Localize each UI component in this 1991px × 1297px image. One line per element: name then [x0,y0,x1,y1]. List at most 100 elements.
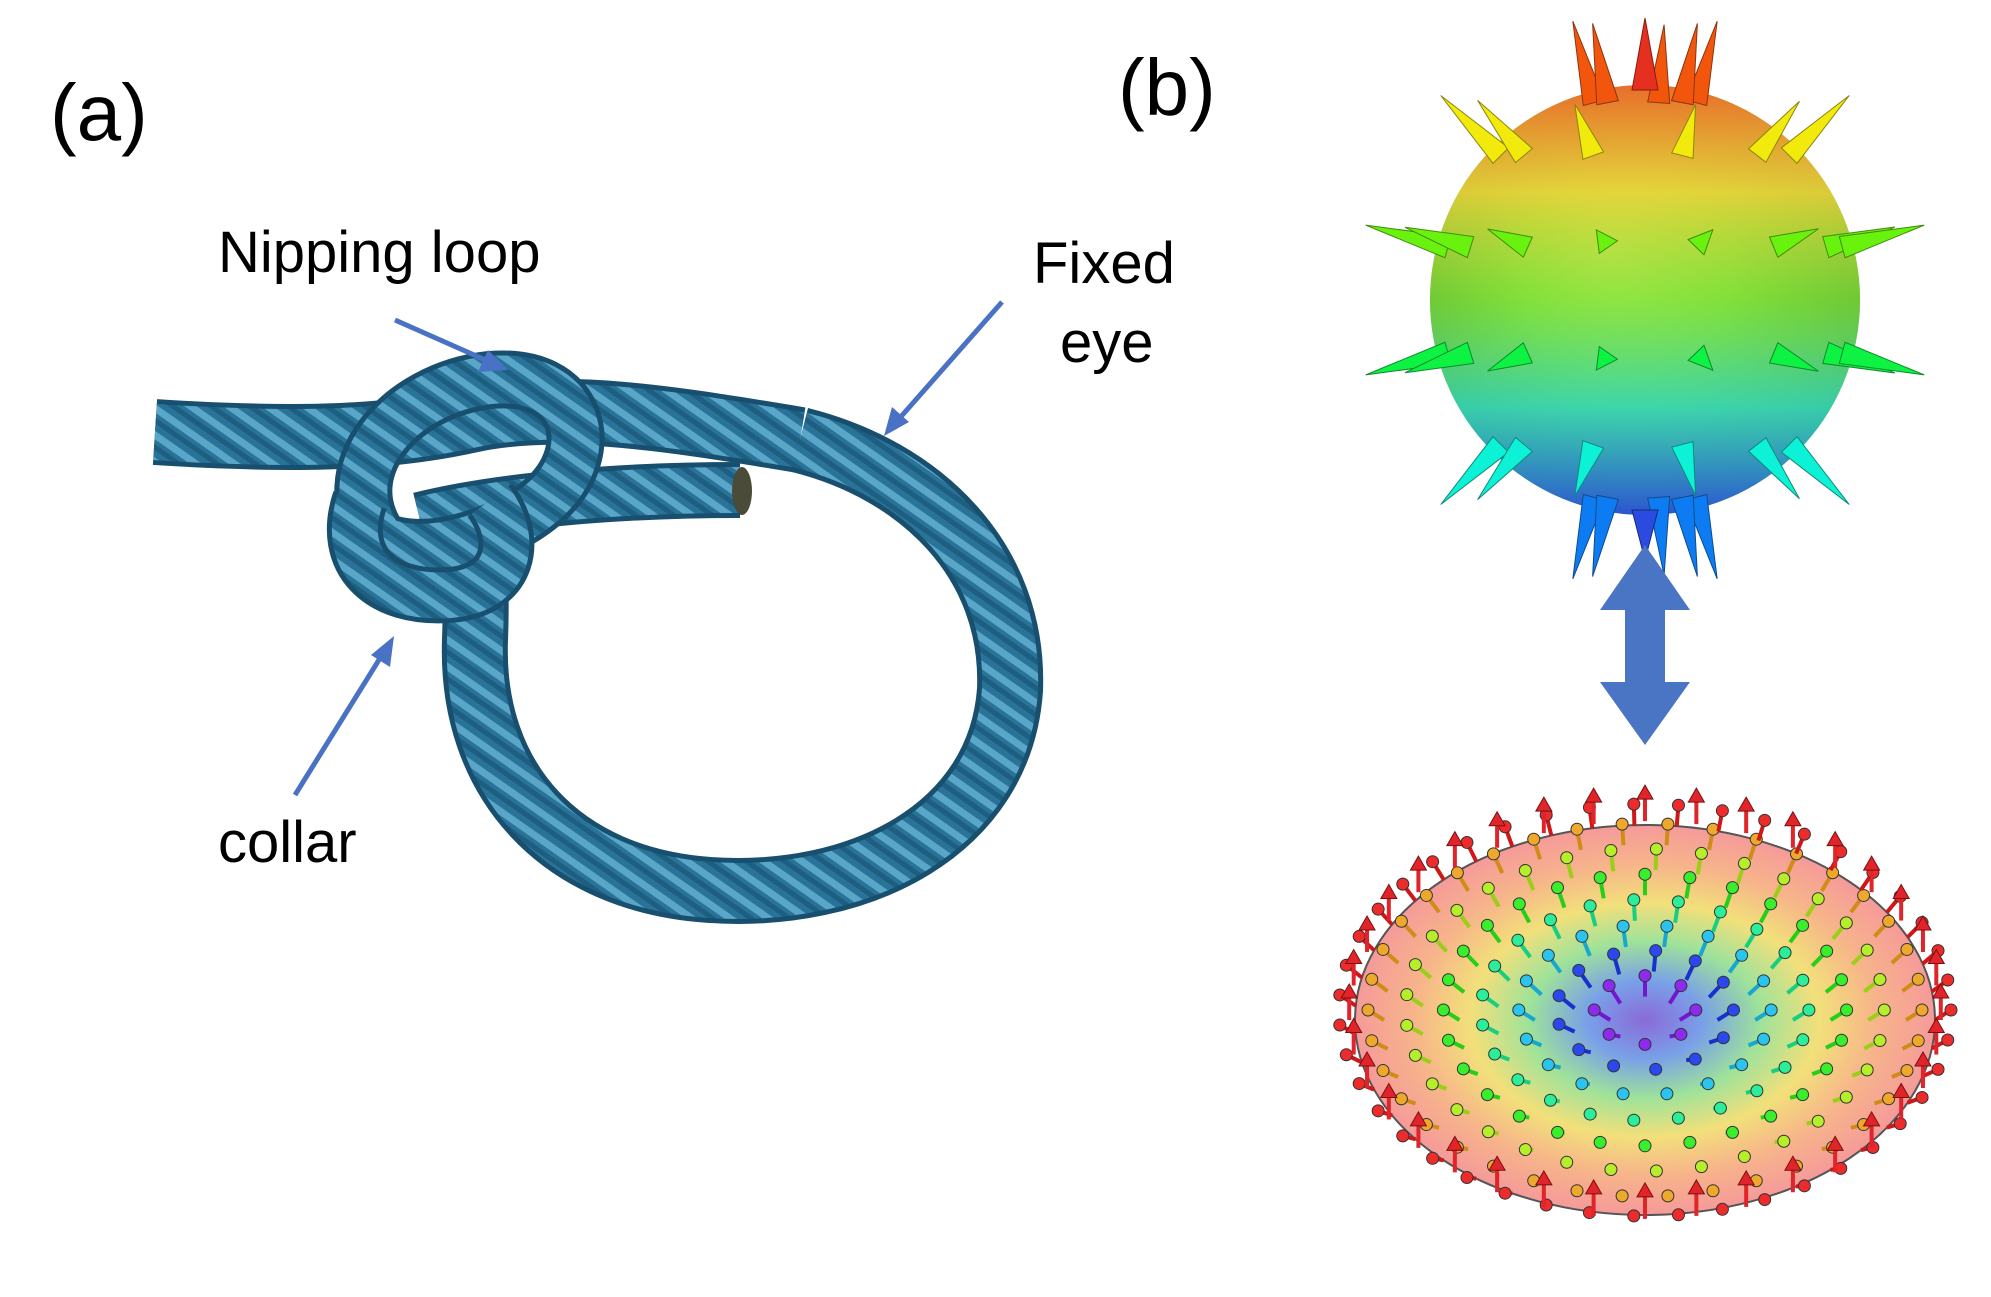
disk-arrow-head [1725,881,1739,895]
disk-arrow-head [1649,1164,1663,1178]
disk-boundary-arrow-head [1534,796,1553,812]
disk-arrow-head [1543,1093,1557,1107]
disk-arrow-head [1688,954,1702,968]
disk-arrow-head [1419,888,1433,902]
disk-boundary-arrow-head [1344,948,1363,964]
disk-arrow-head [1797,827,1811,841]
disk-boundary-arrow-head [1584,787,1603,803]
panel-a-label: (a) [50,68,148,157]
sphere-spike-north [1631,17,1659,91]
disk-boundary-arrow-head [1344,1017,1363,1034]
disk-arrow-head [1498,1186,1512,1200]
disk-arrow-head [1583,899,1597,913]
disk-arrow-head [1725,1125,1739,1139]
callout-fixed-eye-line1: Fixed [1033,231,1175,296]
sphere-spike [1838,341,1925,376]
disk-arrow-head [1627,893,1641,907]
disk-arrow-head [1778,946,1792,960]
disk-arrow-head [1572,1043,1586,1057]
callout-collar: collar [218,810,357,875]
disk-arrow-head [1575,929,1589,943]
sphere-spike [1670,23,1698,106]
disk-arrow-head [1737,856,1751,870]
disk-arrow-head [1661,1189,1675,1203]
disk-boundary-arrow-head [1826,830,1844,847]
disk-arrow-head [1627,1209,1641,1223]
disk-arrow-head [1764,897,1778,911]
disk-arrow-head [1604,843,1618,857]
disk-arrow-head [1616,1087,1630,1101]
disk-arrow-head [1400,988,1414,1002]
disk-arrow-head [1450,866,1464,880]
disk-arrow-head [1811,1114,1825,1128]
disk-arrow-head [1480,918,1494,932]
disk-arrow-head [1796,973,1810,987]
disk-arrow-head [1671,798,1685,812]
disk-arrow-head [1715,1202,1729,1216]
sphere-spike [1574,104,1605,160]
disk-arrow-head [1758,813,1772,827]
disk-arrow-head [1518,1143,1532,1157]
sphere-spike [1747,436,1800,500]
disk-arrow-head [1694,1160,1708,1174]
disk-arrow-head [1777,1134,1791,1148]
disk-boundary-arrow-head [1379,1082,1398,1098]
disk-arrow-head [1857,888,1871,902]
disk-arrow-head [1376,1064,1390,1078]
sphere-spike [1768,228,1819,259]
sphere-spike [1440,435,1510,505]
disk-arrow-head [1820,1062,1834,1076]
disk-arrow-head [1701,1077,1715,1091]
disk-arrow-head [1860,943,1874,957]
disk-arrow-head [1716,975,1730,989]
disk-arrow-head [1425,929,1439,943]
disk-arrow-head [1638,1139,1652,1153]
disk-arrow-head [1649,1062,1663,1076]
sphere-spike [1687,228,1714,256]
bowline-rope [152,350,1044,924]
disk-boundary-arrow-head [1927,1017,1946,1034]
sphere-spike [1838,224,1925,259]
sphere-spike [1780,435,1850,505]
disk-boundary-arrow-head [1687,1178,1706,1195]
sphere-radial-arrows [1365,17,1925,580]
disk-arrow-head [1333,1018,1347,1032]
disk-arrow-head [1860,1063,1874,1077]
hedgehog-sphere [1365,17,1925,580]
disk-spin-arrows [1333,784,1958,1223]
disk-arrow-head [1660,919,1674,933]
disk-arrow-head [1481,881,1495,895]
disk-arrow-head [1694,846,1708,860]
disk-arrow-head [1915,1003,1929,1017]
disk-arrow-head [1352,929,1366,943]
disk-arrow-head [1811,892,1825,906]
disk-boundary-arrow-head [1862,855,1881,871]
sphere-spike [1671,104,1697,159]
disk-arrow-head [1716,1031,1730,1045]
disk-boundary-arrow-head [1446,830,1464,847]
sphere-spike [1487,342,1534,372]
disk-boundary-arrow-head [1636,1181,1654,1198]
disk-arrow-head [1671,895,1685,909]
sphere-spike [1404,341,1475,374]
disk-arrow-head [1450,903,1464,917]
disk-arrow-head [1757,974,1771,988]
disk-arrow-head [1512,1003,1526,1017]
disk-arrow-head [1512,1109,1526,1123]
disk-arrow-head [1593,871,1607,885]
disk-arrow-head [1735,948,1749,962]
sphere-spike [1747,100,1800,164]
disk-arrow-head [1915,1090,1929,1104]
disk-boundary-arrow-head [1862,1110,1881,1127]
disk-arrow-head [1394,914,1408,928]
sphere-spike [1487,228,1534,258]
disk-arrow-head [1456,1062,1470,1076]
disk-arrow-head [1511,933,1525,947]
disk-arrow-head [1877,1003,1891,1017]
panel-b-label: (b) [1118,43,1216,132]
disk-arrow-head [1488,959,1502,973]
disk-arrow-head [1671,1111,1685,1125]
disk-arrow-head [1552,989,1566,1003]
disk-arrow-head [1796,1033,1810,1047]
sphere-spike [1595,228,1619,255]
